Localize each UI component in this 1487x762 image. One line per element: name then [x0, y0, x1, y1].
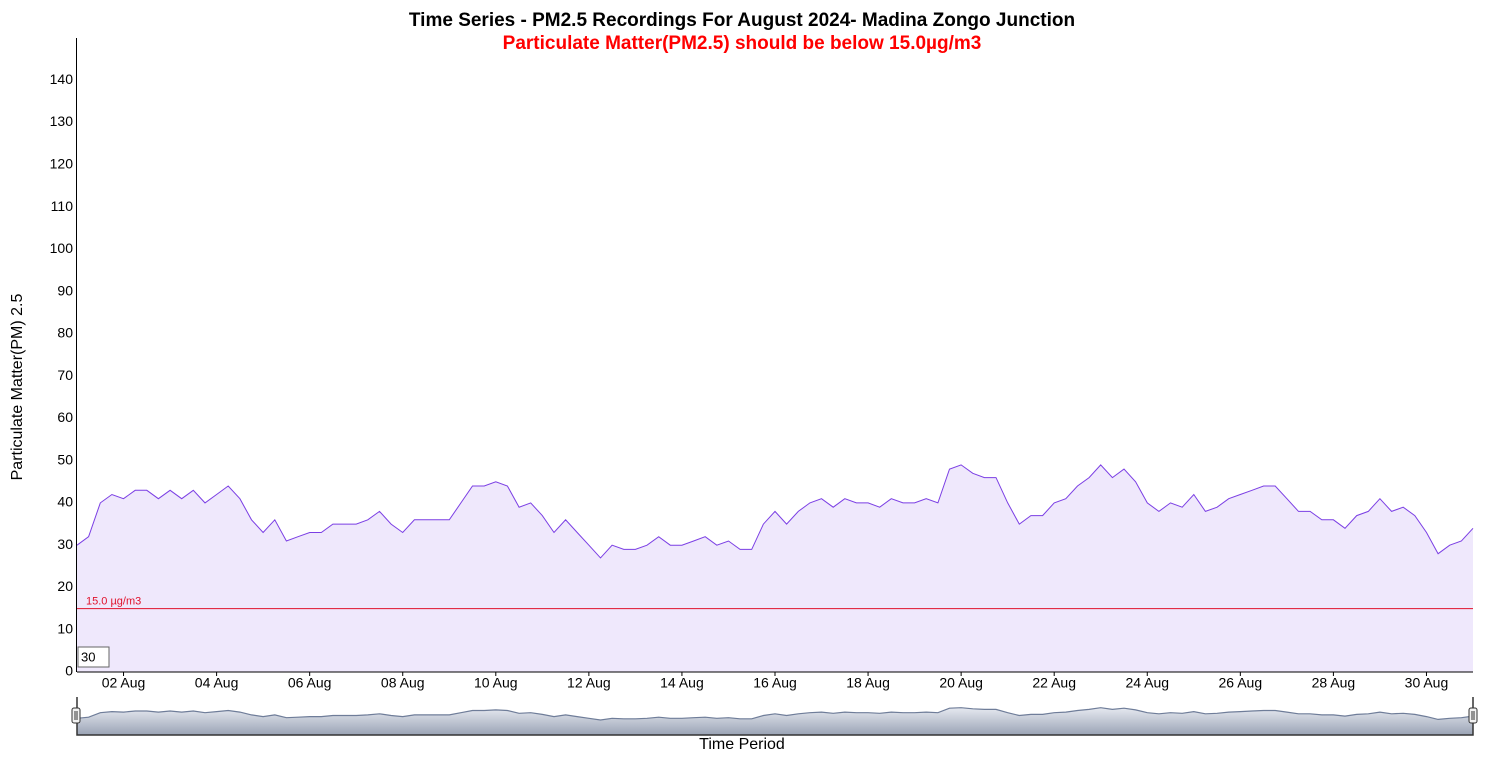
x-tick-label: 04 Aug	[195, 675, 239, 691]
x-tick-label: 06 Aug	[288, 675, 332, 691]
y-tick-label: 20	[57, 578, 73, 594]
y-tick-label: 80	[57, 325, 73, 341]
x-tick-label: 22 Aug	[1032, 675, 1076, 691]
x-tick-label: 14 Aug	[660, 675, 704, 691]
threshold-label: 15.0 µg/m3	[86, 596, 141, 608]
series-line	[76, 464, 1474, 559]
x-tick-label: 18 Aug	[846, 675, 890, 691]
y-tick-label: 30	[57, 536, 73, 552]
y-tick-label: 140	[50, 71, 74, 87]
zoom-input[interactable]: 30	[81, 649, 95, 664]
y-tick-label: 90	[57, 282, 73, 298]
y-tick-label: 0	[65, 663, 73, 679]
x-tick-label: 28 Aug	[1312, 675, 1356, 691]
x-tick-label: 20 Aug	[939, 675, 983, 691]
x-tick-label: 02 Aug	[102, 675, 146, 691]
y-axis-label: Particulate Matter(PM) 2.5	[9, 294, 26, 481]
chart-title: Time Series - PM2.5 Recordings For Augus…	[409, 10, 1075, 31]
zoom-input-box[interactable]	[77, 646, 110, 668]
y-tick-label: 100	[50, 240, 74, 256]
x-tick-label: 10 Aug	[474, 675, 518, 691]
y-tick-label: 10	[57, 620, 73, 636]
navigator-handle[interactable]	[71, 707, 81, 724]
chart-subtitle: Particulate Matter(PM2.5) should be belo…	[503, 33, 982, 54]
x-tick-label: 08 Aug	[381, 675, 425, 691]
x-axis-label: Time Period	[699, 736, 785, 753]
x-tick-label: 24 Aug	[1125, 675, 1169, 691]
area-fill	[77, 464, 1473, 672]
y-tick-label: 130	[50, 113, 74, 129]
y-tick-label: 110	[51, 198, 74, 214]
y-tick-label: 60	[57, 409, 73, 425]
navigator-handle[interactable]	[1468, 707, 1478, 724]
x-tick-label: 16 Aug	[753, 675, 797, 691]
navigator-area	[77, 707, 1473, 735]
y-tick-label: 50	[57, 451, 73, 467]
y-tick-label: 40	[57, 494, 73, 510]
x-tick-label: 12 Aug	[567, 675, 611, 691]
y-tick-label: 120	[50, 156, 74, 172]
x-tick-label: 26 Aug	[1219, 675, 1263, 691]
x-tick-label: 30 Aug	[1405, 675, 1449, 691]
y-tick-label: 70	[57, 367, 73, 383]
navigator-line	[76, 707, 1474, 721]
